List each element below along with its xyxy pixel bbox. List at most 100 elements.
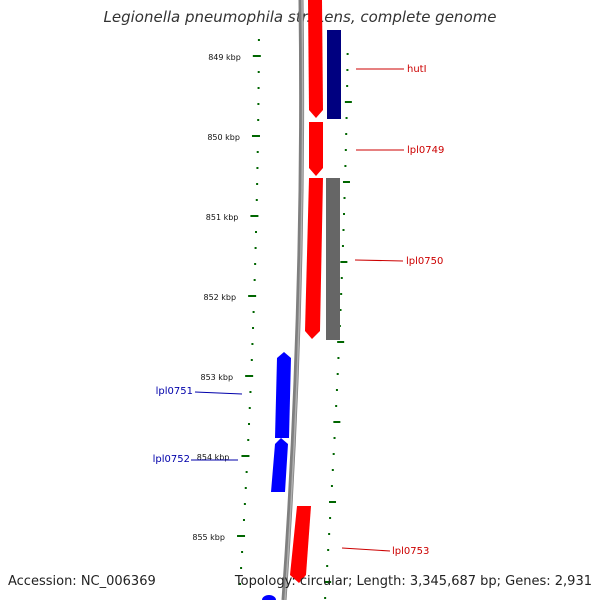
gene-label-hutI[interactable]: hutI	[407, 64, 427, 75]
minor-tick-left	[252, 311, 255, 313]
scale-label: 850 kbp	[207, 133, 240, 142]
gene-label-lpl0753[interactable]: lpl0753	[392, 546, 429, 557]
minor-tick-right	[340, 293, 343, 295]
minor-tick-right	[342, 229, 345, 231]
minor-tick-right	[340, 277, 343, 279]
major-tick-left	[251, 135, 260, 137]
minor-tick-left	[241, 551, 244, 553]
minor-tick-left	[255, 199, 258, 201]
minor-tick-right	[346, 53, 349, 55]
gene-lpl0749[interactable]	[309, 122, 323, 176]
minor-tick-right	[345, 133, 348, 135]
minor-tick-right	[332, 453, 335, 455]
minor-tick-left	[250, 359, 253, 361]
minor-tick-left	[248, 407, 251, 409]
major-tick-right	[337, 341, 345, 343]
minor-tick-right	[343, 197, 346, 199]
minor-tick-right	[336, 373, 339, 375]
major-tick-right	[324, 581, 332, 583]
minor-tick-left	[248, 423, 251, 425]
gene-partial-bottom[interactable]	[262, 595, 276, 600]
scale-label: 852 kbp	[203, 293, 236, 302]
minor-tick-right	[335, 405, 338, 407]
leader-line-lpl0750	[354, 259, 404, 262]
gene-label-lpl0749[interactable]: lpl0749	[407, 145, 444, 156]
minor-tick-right	[324, 597, 327, 599]
scale-label: 849 kbp	[208, 53, 241, 62]
leader-line-lpl0751	[194, 391, 243, 395]
minor-tick-right	[327, 549, 330, 551]
minor-tick-left	[243, 503, 246, 505]
scale-label: 854 kbp	[197, 453, 230, 462]
minor-tick-right	[330, 485, 333, 487]
scale-label: 853 kbp	[200, 373, 233, 382]
minor-tick-right	[343, 213, 346, 215]
major-tick-left	[250, 215, 259, 217]
minor-tick-left	[254, 247, 257, 249]
minor-tick-left	[245, 471, 248, 473]
gene-lpl0750[interactable]	[305, 178, 323, 339]
gene-label-lpl0752[interactable]: lpl0752	[153, 454, 190, 465]
minor-tick-left	[257, 39, 260, 41]
major-tick-right	[329, 501, 337, 503]
major-tick-right	[344, 101, 352, 103]
reverse-genes	[262, 352, 291, 600]
major-tick-left	[237, 535, 246, 537]
minor-tick-right	[346, 85, 349, 87]
scale-label: 851 kbp	[206, 213, 239, 222]
major-tick-right	[333, 421, 341, 423]
gene-lpl0751[interactable]	[275, 352, 291, 438]
gene-hutI[interactable]	[308, 0, 323, 118]
gene-label-lpl0750[interactable]: lpl0750	[406, 256, 443, 267]
leader-line-lpl0753	[341, 547, 391, 552]
genome-summary-text: Topology: circular; Length: 3,345,687 bp…	[234, 574, 592, 589]
minor-tick-left	[249, 391, 252, 393]
minor-tick-left	[257, 119, 260, 121]
left-tick-marks	[237, 39, 261, 585]
minor-tick-left	[254, 263, 257, 265]
gene-lpl0752[interactable]	[271, 438, 288, 492]
minor-tick-right	[341, 245, 344, 247]
right-tick-marks	[324, 53, 352, 599]
minor-tick-right	[331, 469, 334, 471]
major-tick-right	[340, 261, 348, 263]
minor-tick-right	[329, 517, 332, 519]
gene-label-lpl0751[interactable]: lpl0751	[156, 386, 193, 397]
minor-tick-right	[339, 309, 342, 311]
genome-backbone-highlight	[284, 0, 304, 600]
minor-tick-right	[335, 389, 338, 391]
gene-label-lines	[191, 68, 404, 552]
major-tick-left	[245, 375, 254, 377]
scale-label: 855 kbp	[192, 533, 225, 542]
minor-tick-left	[242, 519, 245, 521]
minor-tick-left	[253, 279, 256, 281]
minor-tick-right	[333, 437, 336, 439]
gene-labels: hutI lpl0749 lpl0750 lpl0751 lpl0752 lpl…	[153, 64, 445, 557]
gene-lpl0753[interactable]	[290, 506, 311, 583]
minor-tick-right	[345, 117, 348, 119]
other-genes	[326, 30, 341, 340]
gene-lpl0750-gray[interactable]	[326, 178, 340, 340]
genome-backbone	[281, 0, 305, 600]
minor-tick-right	[328, 533, 331, 535]
major-tick-right	[342, 181, 350, 183]
minor-tick-right	[337, 357, 340, 359]
minor-tick-right	[344, 165, 347, 167]
minor-tick-right	[346, 69, 349, 71]
minor-tick-left	[255, 231, 258, 233]
tick-labels: 849 kbp 850 kbp 851 kbp 852 kbp 853 kbp 854 k…	[192, 53, 240, 542]
minor-tick-left	[256, 167, 259, 169]
minor-tick-left	[257, 103, 260, 105]
minor-tick-right	[344, 149, 347, 151]
gene-hutI-dark[interactable]	[327, 30, 341, 119]
minor-tick-left	[256, 183, 259, 185]
minor-tick-left	[251, 343, 254, 345]
minor-tick-left	[239, 583, 242, 585]
minor-tick-left	[247, 439, 250, 441]
major-tick-left	[248, 295, 257, 297]
minor-tick-left	[244, 487, 247, 489]
minor-tick-right	[326, 565, 329, 567]
accession-text: Accession: NC_006369	[8, 574, 156, 589]
major-tick-left	[241, 455, 250, 457]
